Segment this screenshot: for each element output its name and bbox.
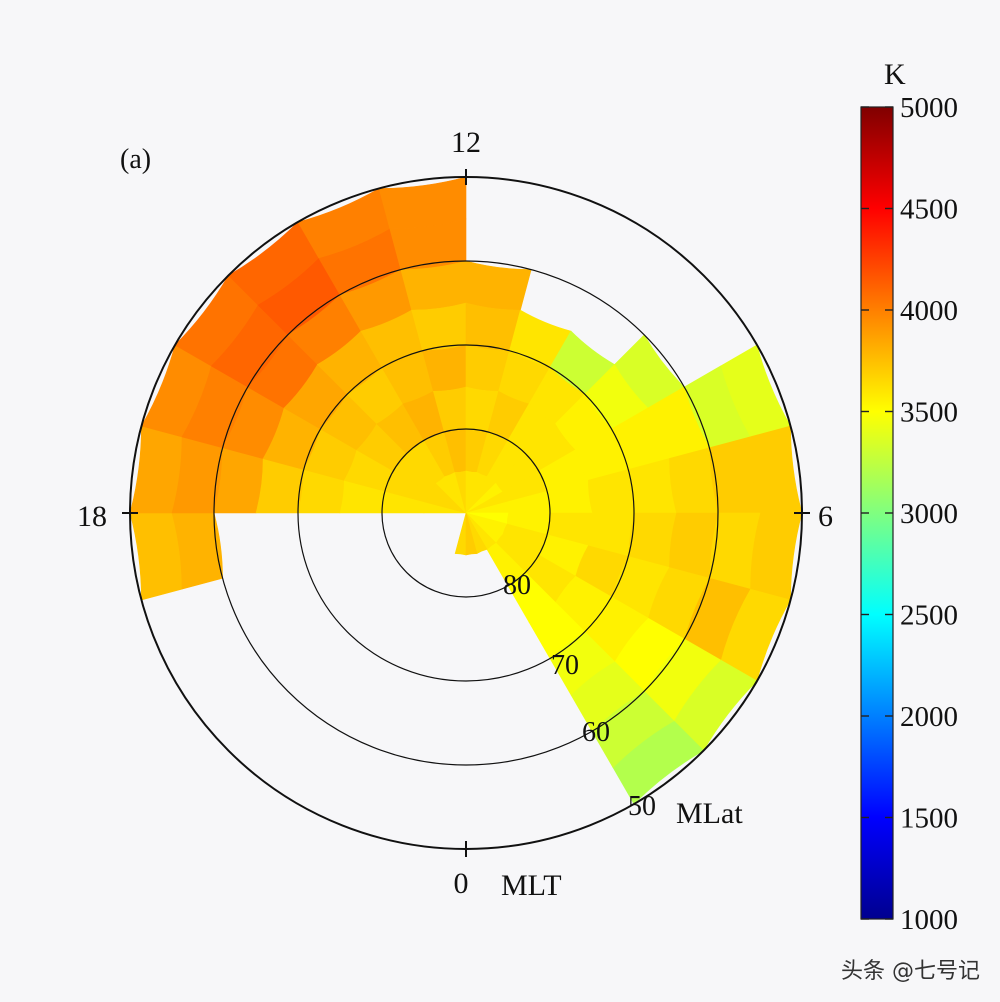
mlt-tick-label: 12	[451, 126, 481, 159]
heatmap-cells	[129, 176, 803, 805]
colorbar-tick-label: 1000	[900, 904, 958, 936]
colorbar-tick-label: 1500	[900, 803, 958, 835]
latitude-ring	[381, 428, 551, 598]
colorbar-tick-label: 2000	[900, 701, 958, 733]
heatmap-cell	[465, 260, 532, 311]
panel-label: (a)	[120, 144, 151, 175]
mlt-ticks: 0 6 12 18	[77, 126, 833, 900]
heatmap-cell	[454, 512, 467, 556]
mlt-axis-label: MLT	[501, 869, 562, 902]
mlt-tick-label: 0	[454, 867, 469, 900]
latitude-ring	[213, 260, 719, 766]
colorbar-tick-label: 5000	[900, 92, 958, 124]
colorbar-unit-label: K	[884, 58, 906, 91]
latitude-ring	[297, 344, 635, 682]
colorbar-tick-label: 2500	[900, 600, 958, 632]
colorbar-tick-label: 3500	[900, 397, 958, 429]
mlt-tick-label: 18	[77, 500, 107, 533]
colorbar-tick-label: 3000	[900, 498, 958, 530]
mlat-tick-labels: 50 60 70 80	[503, 570, 656, 822]
colorbar-ticks: 1000 1500 2000 2500 3000 3500 4000 4500 5000	[861, 92, 958, 936]
mlat-axis-label: MLat	[676, 797, 743, 830]
colorbar-tick-label: 4000	[900, 295, 958, 327]
mlat-tick-label: 50	[628, 791, 656, 822]
mlt-tick-label: 6	[818, 500, 833, 533]
colorbar-tick-label: 4500	[900, 194, 958, 226]
heatmap-cell	[465, 512, 478, 556]
watermark: 头条 @七号记	[841, 959, 980, 984]
mlat-tick-label: 60	[582, 717, 610, 748]
mlat-tick-label: 70	[551, 650, 579, 681]
mlat-tick-label: 80	[503, 570, 531, 601]
